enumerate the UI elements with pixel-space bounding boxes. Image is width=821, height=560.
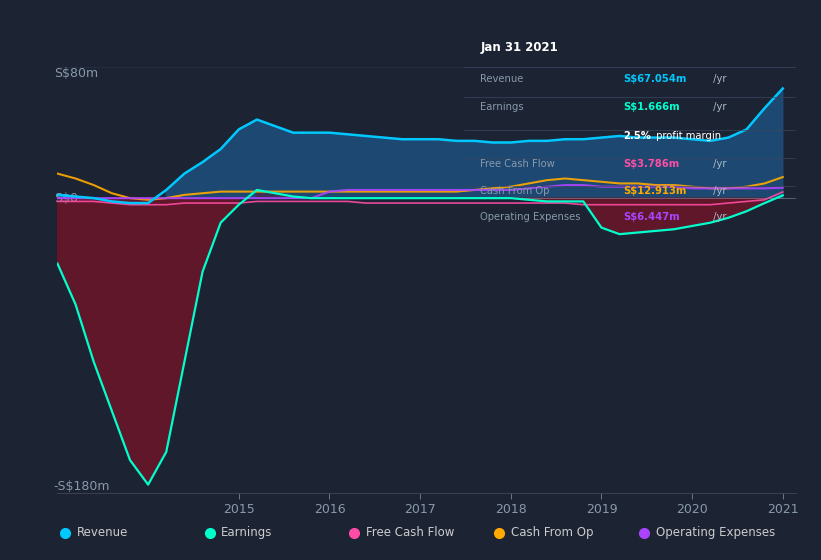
Text: /yr: /yr xyxy=(710,212,727,222)
Text: Revenue: Revenue xyxy=(76,526,128,539)
Text: -S$180m: -S$180m xyxy=(54,480,110,493)
Text: S$3.786m: S$3.786m xyxy=(623,159,680,169)
Text: Earnings: Earnings xyxy=(222,526,273,539)
Text: profit margin: profit margin xyxy=(654,131,722,141)
Text: Free Cash Flow: Free Cash Flow xyxy=(480,159,555,169)
Text: Operating Expenses: Operating Expenses xyxy=(480,212,581,222)
Text: /yr: /yr xyxy=(710,74,727,85)
Text: S$12.913m: S$12.913m xyxy=(623,186,687,196)
Text: S$80m: S$80m xyxy=(54,67,98,80)
Text: S$6.447m: S$6.447m xyxy=(623,212,680,222)
Text: S$67.054m: S$67.054m xyxy=(623,74,687,85)
Text: Cash From Op: Cash From Op xyxy=(480,186,550,196)
Text: /yr: /yr xyxy=(710,159,727,169)
Text: Operating Expenses: Operating Expenses xyxy=(656,526,775,539)
Text: Jan 31 2021: Jan 31 2021 xyxy=(480,41,558,54)
Text: Earnings: Earnings xyxy=(480,102,524,112)
Text: Cash From Op: Cash From Op xyxy=(511,526,594,539)
Text: Revenue: Revenue xyxy=(480,74,524,85)
Text: /yr: /yr xyxy=(710,102,727,112)
Text: Free Cash Flow: Free Cash Flow xyxy=(366,526,455,539)
Text: S$0: S$0 xyxy=(54,192,78,204)
Text: 2.5%: 2.5% xyxy=(623,131,651,141)
Text: S$1.666m: S$1.666m xyxy=(623,102,680,112)
Text: /yr: /yr xyxy=(710,186,727,196)
